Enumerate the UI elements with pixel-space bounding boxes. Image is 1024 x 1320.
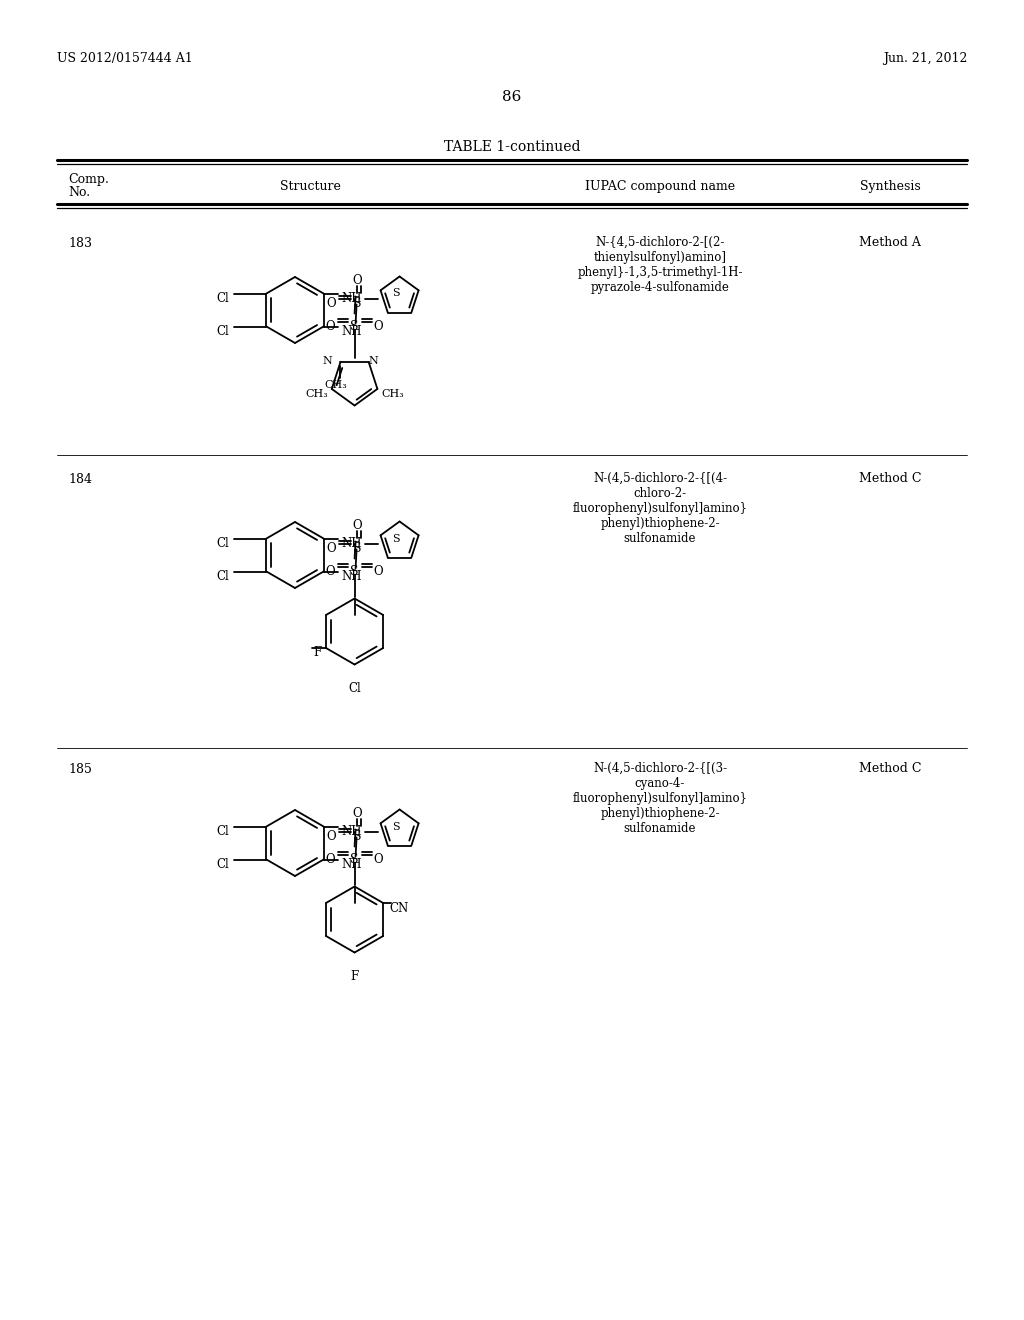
Text: CN: CN [389, 902, 409, 915]
Text: O: O [327, 543, 337, 554]
Text: O: O [326, 853, 336, 866]
Text: CH₃: CH₃ [381, 389, 404, 399]
Text: 185: 185 [68, 763, 92, 776]
Text: N-(4,5-dichloro-2-{[(3-
cyano-4-
fluorophenyl)sulfonyl]amino}
phenyl)thiophene-2: N-(4,5-dichloro-2-{[(3- cyano-4- fluorop… [572, 762, 748, 836]
Text: O: O [327, 830, 337, 843]
Text: Comp.: Comp. [68, 173, 109, 186]
Text: US 2012/0157444 A1: US 2012/0157444 A1 [57, 51, 193, 65]
Text: S: S [350, 853, 358, 866]
Text: Cl: Cl [217, 537, 229, 550]
Text: Cl: Cl [217, 325, 229, 338]
Text: S: S [353, 297, 361, 310]
Text: Method A: Method A [859, 236, 921, 249]
Text: N-(4,5-dichloro-2-{[(4-
chloro-2-
fluorophenyl)sulfonyl]amino}
phenyl)thiophene-: N-(4,5-dichloro-2-{[(4- chloro-2- fluoro… [572, 473, 748, 545]
Text: S: S [392, 821, 399, 832]
Text: Method C: Method C [859, 762, 922, 775]
Text: O: O [374, 853, 383, 866]
Text: Cl: Cl [217, 858, 229, 871]
Text: CH₃: CH₃ [325, 380, 347, 391]
Text: NH: NH [342, 292, 362, 305]
Text: N: N [323, 356, 333, 366]
Text: Structure: Structure [280, 180, 340, 193]
Text: NH: NH [342, 325, 362, 338]
Text: Cl: Cl [217, 570, 229, 583]
Text: O: O [352, 275, 362, 286]
Text: NH: NH [342, 537, 362, 550]
Text: S: S [392, 289, 399, 298]
Text: NH: NH [342, 858, 362, 871]
Text: O: O [374, 319, 383, 333]
Text: Cl: Cl [217, 292, 229, 305]
Text: Synthesis: Synthesis [859, 180, 921, 193]
Text: 183: 183 [68, 238, 92, 249]
Text: O: O [327, 297, 337, 310]
Text: O: O [374, 565, 383, 578]
Text: N: N [369, 356, 379, 366]
Text: 184: 184 [68, 473, 92, 486]
Text: S: S [392, 533, 399, 544]
Text: IUPAC compound name: IUPAC compound name [585, 180, 735, 193]
Text: Jun. 21, 2012: Jun. 21, 2012 [883, 51, 967, 65]
Text: No.: No. [68, 186, 90, 199]
Text: N-{4,5-dichloro-2-[(2-
thienylsulfonyl)amino]
phenyl}-1,3,5-trimethyl-1H-
pyrazo: N-{4,5-dichloro-2-[(2- thienylsulfonyl)a… [578, 236, 742, 294]
Text: S: S [353, 830, 361, 843]
Text: F: F [350, 970, 358, 983]
Text: NH: NH [342, 570, 362, 583]
Text: O: O [326, 319, 336, 333]
Text: Cl: Cl [217, 825, 229, 838]
Text: O: O [352, 807, 362, 820]
Text: TABLE 1-continued: TABLE 1-continued [443, 140, 581, 154]
Text: CH₃: CH₃ [305, 389, 328, 399]
Text: S: S [350, 565, 358, 578]
Text: O: O [326, 565, 336, 578]
Text: Cl: Cl [348, 682, 360, 696]
Text: 86: 86 [503, 90, 521, 104]
Text: Method C: Method C [859, 473, 922, 484]
Text: S: S [350, 319, 358, 333]
Text: F: F [313, 647, 322, 660]
Text: O: O [352, 519, 362, 532]
Text: S: S [353, 543, 361, 554]
Text: NH: NH [342, 825, 362, 838]
